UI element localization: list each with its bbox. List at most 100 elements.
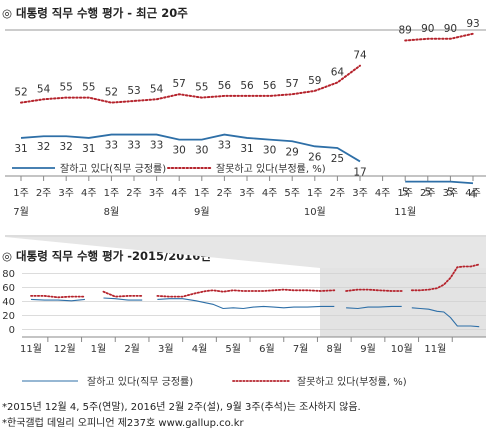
title-mark-icon: ◎ [2,249,13,263]
data-label: 57 [286,78,299,90]
x-tick-label: 1주 [104,188,120,199]
data-label: 17 [353,166,366,178]
data-label: 89 [399,24,412,36]
data-label: 30 [195,145,208,157]
series-line-negative [30,294,86,299]
data-label: 74 [353,50,367,62]
legend-label-negative: 잘못하고 있다(부정률, %) [297,375,407,388]
data-label: 90 [421,23,434,35]
x-tick-label: 7월 [293,343,309,355]
data-label: 31 [240,143,253,155]
legend-label-positive: 잘하고 있다(직무 긍정률) [60,162,166,175]
x-month-label: 8월 [104,206,120,218]
x-tick-label: 2주 [36,188,52,199]
series-line-negative [156,288,336,298]
x-tick-label: 4주 [465,188,481,199]
data-label: 57 [173,78,186,90]
data-label: 55 [82,82,95,94]
x-month-label: 9월 [194,206,210,218]
data-label: 30 [263,145,276,157]
data-label: 31 [14,143,27,155]
x-tick-label: 4주 [375,188,391,199]
x-tick-label: 3주 [149,188,165,199]
data-label: 25 [331,153,344,165]
data-label: 31 [82,143,95,155]
data-label: 33 [218,140,231,152]
x-tick-label: 5월 [225,343,241,355]
title-mark-icon: ◎ [2,6,13,20]
data-label: 93 [466,18,479,30]
x-tick-label: 12월 [54,343,76,355]
chart-title-annual: ◎ 대통령 직무 수행 평가 -2015/2016년 [2,248,211,264]
series-line-positive [103,297,143,301]
legend-label-positive: 잘하고 있다(직무 긍정률) [87,375,193,388]
highlight-region [320,268,486,337]
series-line-positive [346,305,402,310]
data-label: 64 [331,66,345,78]
series-line-negative [345,288,403,292]
x-tick-label: 3월 [158,343,174,355]
zoom-connector [5,237,486,268]
x-tick-label: 2월 [124,343,140,355]
y-tick-label: 60 [2,283,15,294]
series-line-positive [411,307,480,328]
legend-label-negative: 잘못하고 있다(부정률, %) [216,162,326,175]
x-tick-label: 2주 [330,188,346,199]
series-line-positive [405,180,474,185]
x-tick-label: 2주 [217,188,233,199]
data-label: 90 [444,23,457,35]
series-line-negative [20,64,361,104]
data-label: 33 [127,140,140,152]
x-tick-label: 4주 [81,188,97,199]
data-label: 56 [218,80,232,92]
data-label: 30 [173,145,186,157]
data-label: 26 [308,151,322,163]
data-label: 56 [263,80,277,92]
data-label: 55 [60,82,73,94]
data-label: 52 [105,87,118,99]
chart-title-recent: ◎ 대통령 직무 수행 평가 - 최근 20주 [2,5,188,21]
data-label: 54 [37,83,51,95]
data-label: 59 [308,75,321,87]
data-label: 29 [286,146,299,158]
x-tick-label: 1주 [13,188,29,199]
x-tick-label: 1주 [397,188,413,199]
data-label: 54 [150,83,164,95]
data-label: 33 [105,140,118,152]
x-tick-label: 3주 [239,188,255,199]
data-label: 53 [127,85,140,97]
x-tick-label: 2주 [420,188,436,199]
x-tick-label: 1주 [307,188,323,199]
x-tick-label: 3주 [352,188,368,199]
x-tick-label: 11월 [424,343,446,355]
x-tick-label: 5주 [284,188,300,199]
x-tick-label: 4주 [262,188,278,199]
x-tick-label: 9월 [360,343,376,355]
series-line-negative [410,263,481,292]
footnote-survey: *2015년 12월 4, 5주(연말), 2016년 2월 2주(설), 9월… [2,402,361,413]
x-tick-label: 6월 [259,343,275,355]
data-label: 32 [60,141,73,153]
series-line-negative [102,290,144,298]
data-label: 5 [424,187,431,199]
x-tick-label: 11월 [20,343,42,355]
x-tick-label: 3주 [443,188,459,199]
series-line-positive [20,133,361,163]
x-month-label: 10월 [304,206,326,218]
x-tick-label: 1주 [194,188,210,199]
x-tick-label: 4주 [171,188,187,199]
x-tick-label: 10월 [391,343,413,355]
data-label: 33 [150,140,163,152]
chart-title-text: 대통령 직무 수행 평가 - 최근 20주 [16,6,188,20]
data-label: 55 [195,82,208,94]
y-tick-label: 80 [2,269,15,280]
y-tick-label: 0 [9,325,15,336]
series-line-negative [404,32,474,42]
data-label: 56 [240,80,254,92]
x-month-label: 7월 [13,206,29,218]
x-tick-label: 3주 [58,188,74,199]
data-label: 52 [14,87,27,99]
series-line-positive [157,298,335,310]
data-label: 4 [470,188,477,200]
